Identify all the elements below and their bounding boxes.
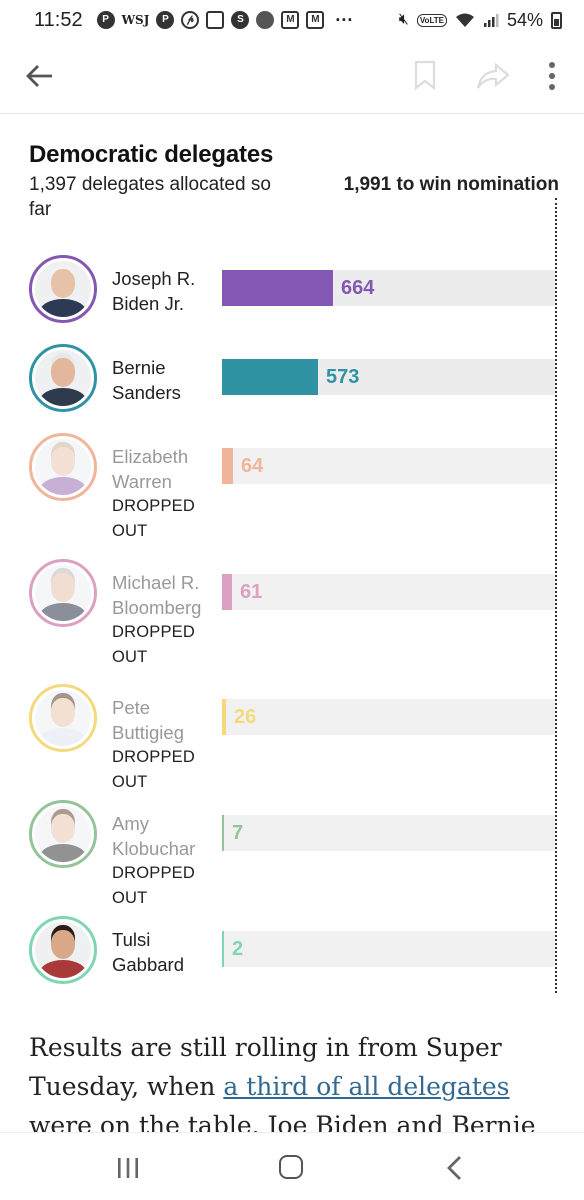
candidate-avatar [29,433,97,501]
volte-icon: VoLTE [416,13,447,27]
candidate-avatar [29,684,97,752]
delegate-bar [222,574,232,610]
candidate-name: Gabbard [112,954,184,975]
portrait-image [35,565,91,621]
candidate-name: Pete [112,697,151,718]
gmail-icon: M [281,11,300,29]
candidate-name: Sanders [112,382,181,403]
dropped-out-label: OUT [112,889,148,907]
more-dots-icon: ··· [335,9,354,30]
candidate-name: Bernie [112,357,166,378]
delegate-bar [222,699,226,735]
portrait-image [35,261,91,317]
status-bar: 11:52 P WSJ P 𝓅 S M M ··· 🔇︎ VoLTE 54% [0,0,584,40]
delegate-bar-track: 61 [222,574,555,610]
overflow-menu-icon[interactable] [540,60,564,92]
win-threshold-label: 1,991 to win nomination [343,174,559,195]
article-toolbar [0,40,584,114]
dropped-out-label: OUT [112,773,148,791]
delegate-count: 61 [240,581,263,603]
delegate-bar-track: 7 [222,815,555,851]
portrait-image [35,690,91,746]
dropped-out-label: DROPPED [112,864,195,882]
candidate-name: Joseph R. [112,268,196,289]
candidate-name: Elizabeth [112,446,189,467]
notification-icons: P WSJ P 𝓅 S M M ··· [96,9,354,31]
recent-apps-icon[interactable] [116,1157,140,1179]
chrome-icon [256,11,275,29]
p-icon: P [156,11,175,29]
wifi-icon [455,13,474,27]
delegate-bar [222,448,233,484]
delegate-count: 2 [232,938,244,960]
dropped-out-label: OUT [112,522,148,540]
system-nav-bar [0,1132,584,1200]
delegate-bar [222,270,333,306]
pinterest-icon: P [96,11,115,29]
candidate-avatar [29,559,97,627]
signal-icon [483,14,499,27]
mute-icon: 🔇︎ [398,11,409,28]
candidate-avatar [29,344,97,412]
delegate-count: 64 [241,455,264,477]
home-icon[interactable] [279,1155,303,1179]
article-paragraph: Results are still rolling in from Super … [29,1028,559,1145]
candidate-avatar [29,916,97,984]
delegate-count: 573 [326,366,360,388]
delegate-bar [222,815,224,851]
delegate-bar [222,359,318,395]
battery-percent: 54% [506,9,543,30]
delegate-bar-track: 573 [222,359,555,395]
system-status: 🔇︎ VoLTE 54% [399,10,562,31]
delegate-bar-track: 664 [222,270,555,306]
delegate-bar-track: 2 [222,931,555,967]
portrait-image [35,350,91,406]
candidate-name: Klobuchar [112,838,196,859]
battery-icon [551,11,562,29]
candidate-name: Biden Jr. [112,293,184,314]
link-icon: 𝓅 [181,11,200,29]
gmail-icon: M [306,11,325,29]
delegate-bar [222,931,224,967]
delegate-bar-track: 64 [222,448,555,484]
s-icon: S [231,11,250,29]
delegate-count: 26 [234,706,257,728]
delegate-count: 7 [232,822,244,844]
candidate-name: Bloomberg [112,597,202,618]
instagram-icon [206,11,225,29]
wsj-icon: WSJ [121,13,150,27]
candidate-avatar [29,800,97,868]
nav-back-icon[interactable] [444,1155,464,1181]
delegate-count: 664 [341,277,375,299]
article-link[interactable]: a third of all delegates [223,1072,510,1101]
candidate-name: Warren [112,471,172,492]
candidate-name: Amy [112,813,149,834]
chart-subtitle: 1,397 delegates allocated so far [29,174,271,220]
arrow-left-icon[interactable] [24,60,56,92]
chart-title: Democratic delegates [29,141,274,168]
portrait-image [35,806,91,862]
candidate-avatar [29,255,97,323]
share-icon[interactable] [476,62,510,90]
win-threshold-line [555,198,557,993]
delegate-bar-track: 26 [222,699,555,735]
candidate-name: Tulsi [112,929,151,950]
bookmark-icon[interactable] [414,60,436,90]
dropped-out-label: DROPPED [112,497,195,515]
candidate-name: Michael R. [112,572,200,593]
article-text: Results are still rolling in from Super … [29,1033,502,1101]
status-time: 11:52 [34,8,83,31]
portrait-image [35,439,91,495]
portrait-image [35,922,91,978]
dropped-out-label: OUT [112,648,148,666]
dropped-out-label: DROPPED [112,748,195,766]
candidate-name: Buttigieg [112,722,184,743]
dropped-out-label: DROPPED [112,623,195,641]
